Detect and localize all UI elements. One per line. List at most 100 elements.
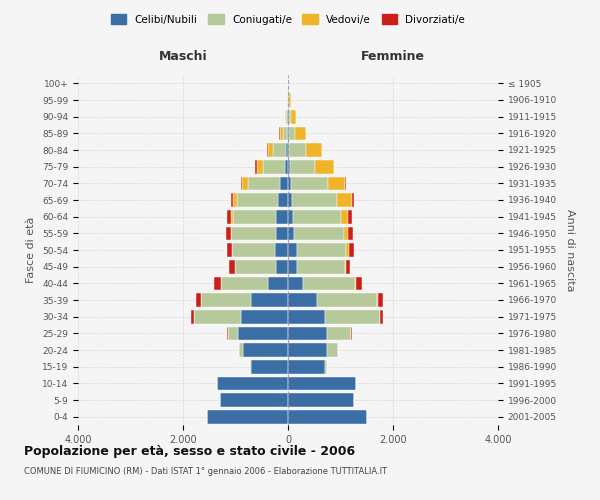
Bar [280, 126, 283, 140]
Bar [288, 126, 289, 140]
Bar [380, 310, 383, 324]
Bar [232, 210, 233, 224]
Bar [288, 176, 291, 190]
Bar [193, 310, 241, 324]
Bar [288, 160, 290, 173]
Bar [244, 343, 288, 357]
Text: Maschi: Maschi [158, 50, 208, 64]
Bar [238, 326, 288, 340]
Bar [378, 293, 383, 307]
Bar [277, 193, 288, 207]
Bar [287, 126, 288, 140]
Bar [239, 343, 244, 357]
Bar [226, 226, 231, 240]
Bar [349, 226, 353, 240]
Bar [352, 193, 353, 207]
Bar [283, 126, 287, 140]
Bar [286, 110, 287, 124]
Bar [289, 110, 290, 124]
Bar [346, 243, 349, 257]
Text: Femmine: Femmine [361, 50, 425, 64]
Bar [349, 243, 353, 257]
Bar [288, 326, 328, 340]
Bar [344, 176, 346, 190]
Bar [251, 293, 288, 307]
Bar [288, 193, 292, 207]
Bar [341, 210, 349, 224]
Bar [251, 360, 288, 374]
Bar [202, 293, 251, 307]
Bar [295, 226, 344, 240]
Bar [328, 176, 344, 190]
Bar [344, 226, 349, 240]
Bar [328, 343, 338, 357]
Bar [288, 293, 317, 307]
Bar [288, 343, 328, 357]
Bar [241, 310, 288, 324]
Bar [268, 276, 288, 290]
Bar [288, 310, 325, 324]
Bar [328, 326, 351, 340]
Y-axis label: Anni di nascita: Anni di nascita [565, 208, 575, 291]
Bar [346, 260, 350, 274]
Bar [355, 276, 356, 290]
Legend: Celibi/Nubili, Coniugati/e, Vedovi/e, Divorziati/e: Celibi/Nubili, Coniugati/e, Vedovi/e, Di… [107, 10, 469, 29]
Bar [288, 393, 353, 407]
Bar [285, 110, 286, 124]
Bar [325, 360, 328, 374]
Bar [290, 160, 316, 173]
Bar [288, 243, 298, 257]
Bar [288, 260, 298, 274]
Bar [196, 293, 201, 307]
Bar [256, 160, 257, 173]
Bar [217, 376, 288, 390]
Bar [298, 260, 344, 274]
Bar [280, 176, 288, 190]
Text: COMUNE DI FIUMICINO (RM) - Dati ISTAT 1° gennaio 2006 - Elaborazione TUTTITALIA.: COMUNE DI FIUMICINO (RM) - Dati ISTAT 1°… [24, 468, 387, 476]
Bar [232, 226, 276, 240]
Bar [290, 110, 296, 124]
Bar [325, 310, 380, 324]
Bar [273, 143, 286, 157]
Bar [257, 160, 263, 173]
Bar [241, 176, 242, 190]
Bar [288, 276, 303, 290]
Bar [232, 243, 275, 257]
Bar [306, 143, 322, 157]
Bar [236, 193, 277, 207]
Bar [288, 210, 293, 224]
Bar [288, 376, 356, 390]
Bar [231, 193, 233, 207]
Bar [214, 276, 221, 290]
Bar [287, 93, 288, 107]
Bar [291, 176, 328, 190]
Bar [229, 260, 235, 274]
Bar [235, 260, 276, 274]
Bar [292, 193, 337, 207]
Bar [298, 243, 346, 257]
Bar [263, 160, 285, 173]
Bar [233, 210, 277, 224]
Bar [344, 260, 346, 274]
Bar [227, 210, 232, 224]
Bar [316, 160, 334, 173]
Bar [293, 210, 341, 224]
Bar [242, 176, 248, 190]
Bar [275, 243, 288, 257]
Bar [220, 393, 288, 407]
Bar [288, 410, 367, 424]
Bar [317, 293, 377, 307]
Bar [276, 260, 288, 274]
Bar [356, 276, 361, 290]
Bar [277, 210, 288, 224]
Bar [276, 226, 288, 240]
Bar [288, 360, 325, 374]
Bar [349, 210, 352, 224]
Bar [268, 143, 273, 157]
Bar [289, 93, 291, 107]
Bar [288, 143, 289, 157]
Bar [227, 326, 238, 340]
Bar [295, 126, 305, 140]
Bar [233, 193, 236, 207]
Bar [289, 143, 306, 157]
